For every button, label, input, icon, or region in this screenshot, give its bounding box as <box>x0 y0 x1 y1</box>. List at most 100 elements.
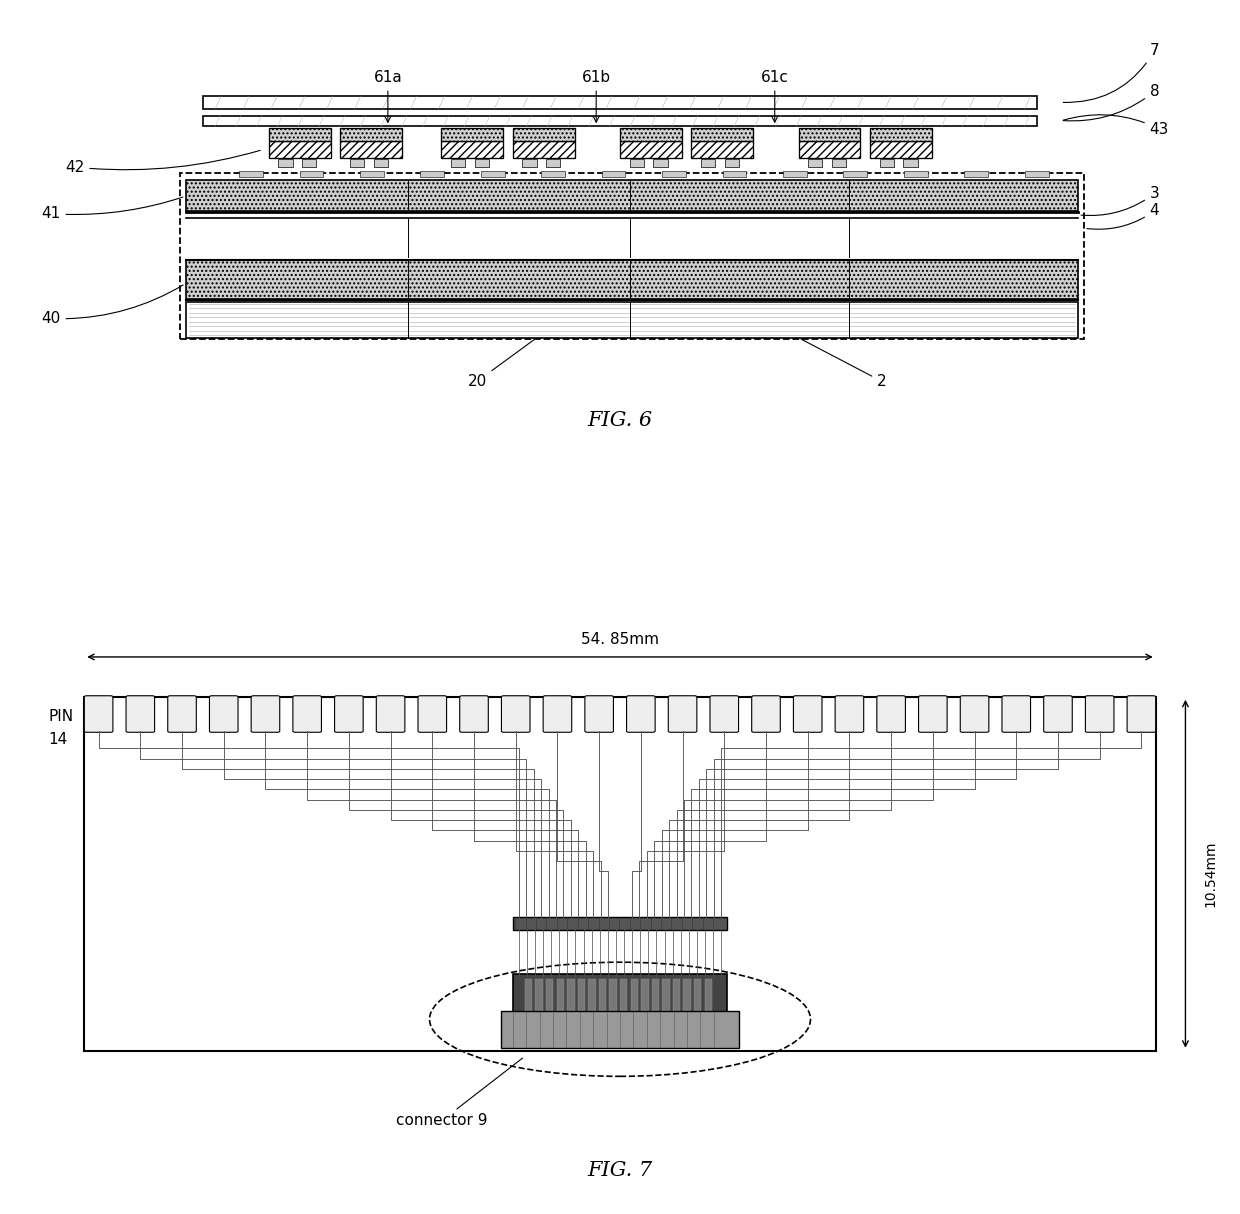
Bar <box>546 159 560 168</box>
Bar <box>373 159 388 168</box>
FancyBboxPatch shape <box>794 696 822 732</box>
Bar <box>525 980 532 1011</box>
Bar <box>278 159 293 168</box>
Bar <box>782 171 807 177</box>
Text: 43: 43 <box>1063 115 1169 137</box>
FancyBboxPatch shape <box>1127 696 1156 732</box>
Bar <box>799 141 861 158</box>
Bar <box>683 980 691 1011</box>
Bar <box>350 159 365 168</box>
Bar <box>303 159 316 168</box>
Bar <box>641 980 649 1011</box>
Bar <box>630 159 644 168</box>
Bar <box>609 980 616 1011</box>
Text: connector 9: connector 9 <box>396 1059 522 1129</box>
Bar <box>903 159 918 168</box>
Bar <box>870 141 932 158</box>
FancyBboxPatch shape <box>835 696 864 732</box>
Bar <box>513 127 575 141</box>
Bar <box>578 980 585 1011</box>
FancyBboxPatch shape <box>376 696 405 732</box>
Text: 61a: 61a <box>373 70 402 123</box>
FancyBboxPatch shape <box>585 696 614 732</box>
FancyBboxPatch shape <box>919 696 947 732</box>
FancyBboxPatch shape <box>418 696 446 732</box>
Bar <box>360 171 383 177</box>
FancyBboxPatch shape <box>711 696 739 732</box>
Bar <box>546 980 553 1011</box>
Bar <box>186 301 1079 337</box>
FancyBboxPatch shape <box>1044 696 1073 732</box>
FancyBboxPatch shape <box>293 696 321 732</box>
Bar <box>673 980 681 1011</box>
Bar <box>203 115 1037 126</box>
FancyBboxPatch shape <box>668 696 697 732</box>
Bar <box>239 171 263 177</box>
Bar <box>704 980 712 1011</box>
Bar <box>513 974 727 1014</box>
Text: 14: 14 <box>48 732 68 747</box>
Bar <box>536 980 543 1011</box>
Text: 7: 7 <box>1063 42 1159 102</box>
FancyBboxPatch shape <box>960 696 988 732</box>
Bar <box>723 171 746 177</box>
Bar <box>662 171 686 177</box>
Bar <box>620 980 627 1011</box>
Text: 3: 3 <box>1081 186 1159 216</box>
FancyBboxPatch shape <box>626 696 655 732</box>
FancyBboxPatch shape <box>84 696 113 732</box>
Bar <box>451 159 465 168</box>
Bar <box>269 127 331 141</box>
Bar <box>724 159 739 168</box>
Bar <box>701 159 715 168</box>
FancyBboxPatch shape <box>335 696 363 732</box>
Bar <box>620 127 682 141</box>
Bar <box>180 172 1084 339</box>
Text: 10.54mm: 10.54mm <box>1203 840 1218 907</box>
Text: 61c: 61c <box>761 70 789 123</box>
Bar <box>808 159 822 168</box>
FancyBboxPatch shape <box>252 696 280 732</box>
Text: 40: 40 <box>41 285 184 327</box>
Bar <box>340 141 402 158</box>
Bar <box>631 980 639 1011</box>
Bar <box>186 260 1079 300</box>
FancyBboxPatch shape <box>877 696 905 732</box>
Bar <box>653 159 667 168</box>
Bar <box>501 1011 739 1048</box>
Bar <box>843 171 867 177</box>
Text: 42: 42 <box>64 151 260 175</box>
Text: 4: 4 <box>1087 203 1159 229</box>
Bar <box>420 171 444 177</box>
Text: 61b: 61b <box>582 70 611 123</box>
FancyBboxPatch shape <box>1085 696 1114 732</box>
Text: 41: 41 <box>41 197 182 221</box>
Text: FIG. 7: FIG. 7 <box>588 1161 652 1180</box>
Bar <box>965 171 988 177</box>
Bar <box>557 980 564 1011</box>
Bar <box>692 141 754 158</box>
Bar <box>652 980 660 1011</box>
Bar <box>481 171 505 177</box>
Bar <box>620 141 682 158</box>
Bar <box>522 159 537 168</box>
Bar <box>475 159 489 168</box>
Bar <box>441 127 503 141</box>
Bar <box>186 181 1079 211</box>
Text: FIG. 6: FIG. 6 <box>588 412 652 430</box>
Bar <box>601 171 625 177</box>
Bar <box>832 159 846 168</box>
Bar <box>904 171 928 177</box>
FancyBboxPatch shape <box>460 696 489 732</box>
Bar <box>567 980 574 1011</box>
FancyBboxPatch shape <box>543 696 572 732</box>
FancyBboxPatch shape <box>751 696 780 732</box>
Bar <box>269 141 331 158</box>
Bar <box>541 171 565 177</box>
FancyBboxPatch shape <box>167 696 196 732</box>
Text: 20: 20 <box>467 340 534 388</box>
Bar <box>300 171 324 177</box>
Bar <box>799 127 861 141</box>
Bar <box>203 96 1037 109</box>
Bar <box>1024 171 1049 177</box>
